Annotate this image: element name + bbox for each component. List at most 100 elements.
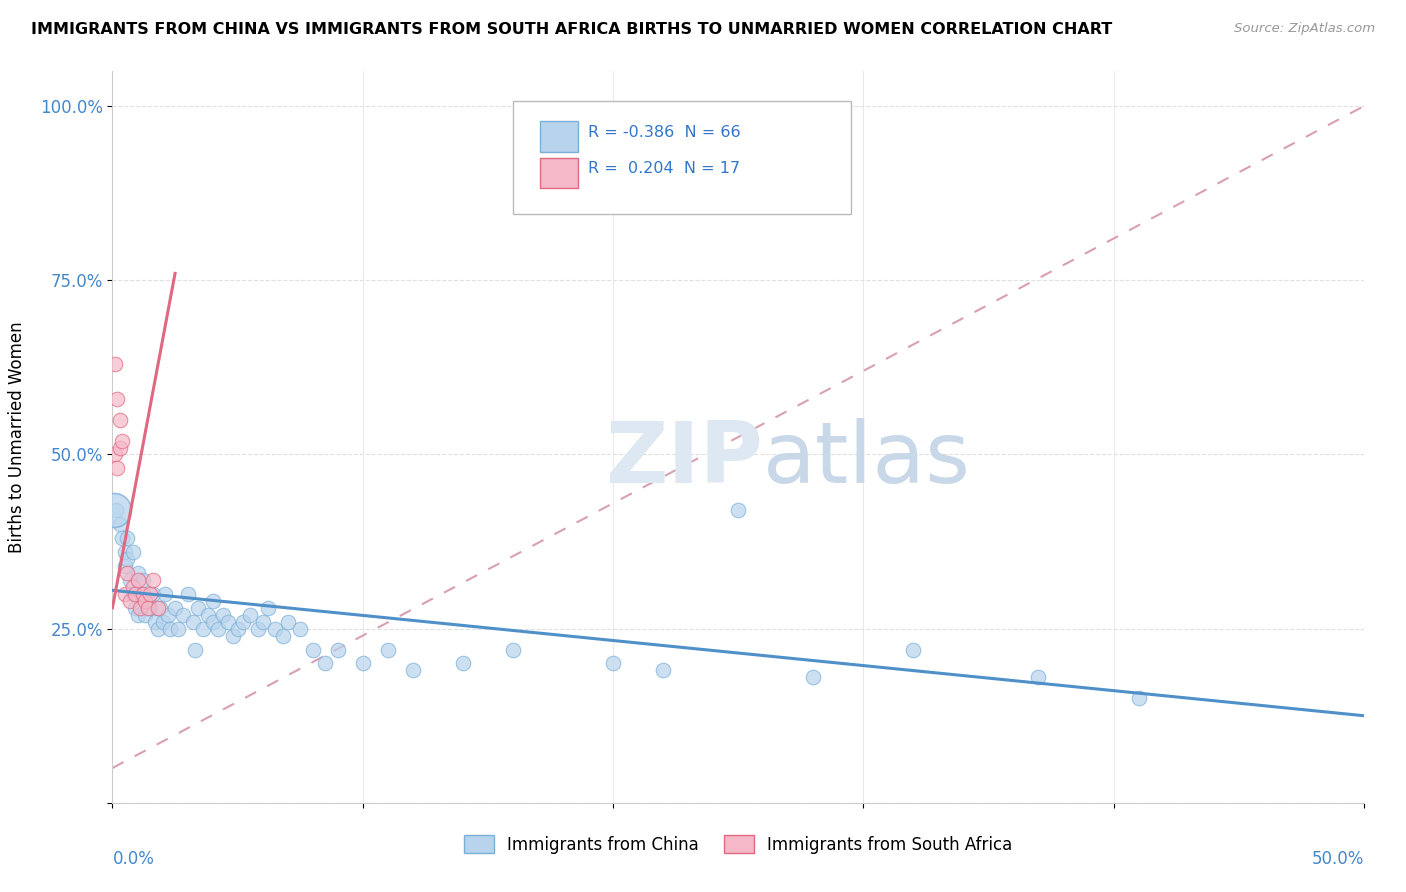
Point [141,573,163,587]
Point [124,587,146,601]
Bar [540,158,578,188]
Point [105,503,128,517]
Point [252,615,274,629]
Text: atlas: atlas [763,417,972,500]
Y-axis label: Births to Unmarried Women: Births to Unmarried Women [8,321,25,553]
Point [239,607,262,622]
Point [181,615,204,629]
Point [602,657,624,671]
Point [131,587,153,601]
Point [184,642,207,657]
Point [191,622,214,636]
Point [111,531,134,545]
Text: Source: ZipAtlas.com: Source: ZipAtlas.com [1234,22,1375,36]
Point [176,587,198,601]
Point [159,622,181,636]
Point [163,600,186,615]
Point [111,434,134,448]
Point [114,545,136,559]
Point [136,594,159,608]
Text: ZIP: ZIP [606,417,763,500]
Point [117,566,139,580]
Point [727,503,749,517]
Point [146,600,169,615]
Point [129,587,152,601]
Point [107,392,129,406]
Point [121,545,143,559]
Point [264,622,287,636]
Point [108,412,131,426]
Point [221,629,243,643]
Point [1028,670,1050,684]
Point [152,615,174,629]
Point [121,587,143,601]
Point [217,615,239,629]
Text: R = -0.386  N = 66: R = -0.386 N = 66 [588,125,741,139]
Point [129,600,152,615]
Point [402,664,425,678]
Point [107,461,129,475]
Point [197,607,219,622]
Point [211,607,233,622]
Point [127,566,149,580]
Point [134,607,156,622]
Point [127,573,149,587]
Text: R =  0.204  N = 17: R = 0.204 N = 17 [588,161,740,176]
Point [146,622,169,636]
Legend: Immigrants from China, Immigrants from South Africa: Immigrants from China, Immigrants from S… [457,829,1019,860]
Point [118,594,141,608]
Point [127,607,149,622]
Point [117,552,139,566]
Point [187,600,209,615]
Point [136,600,159,615]
Text: 0.0%: 0.0% [112,850,155,868]
Point [121,580,143,594]
Point [451,657,474,671]
Text: IMMIGRANTS FROM CHINA VS IMMIGRANTS FROM SOUTH AFRICA BIRTHS TO UNMARRIED WOMEN : IMMIGRANTS FROM CHINA VS IMMIGRANTS FROM… [31,22,1112,37]
Point [1128,691,1150,706]
Point [114,587,136,601]
Point [124,600,146,615]
Point [290,622,312,636]
Point [172,607,194,622]
Point [141,587,163,601]
Point [801,670,824,684]
Bar [540,121,578,152]
Point [118,573,141,587]
Point [108,441,131,455]
Point [377,642,399,657]
Point [207,622,229,636]
Point [256,600,278,615]
Point [166,622,188,636]
Point [314,657,336,671]
Point [143,615,166,629]
Point [502,642,524,657]
Point [149,600,172,615]
Point [117,531,139,545]
Point [271,629,294,643]
Point [903,642,925,657]
Point [277,615,299,629]
Point [201,594,224,608]
Point [226,622,249,636]
Point [301,642,323,657]
Point [131,573,153,587]
Point [153,587,176,601]
Point [134,594,156,608]
Point [104,357,127,371]
Point [246,622,269,636]
Point [114,558,136,573]
Text: 50.0%: 50.0% [1312,850,1364,868]
Point [139,600,162,615]
Point [104,448,127,462]
Point [326,642,349,657]
Point [352,657,374,671]
Point [232,615,254,629]
Point [652,664,675,678]
Point [139,587,162,601]
Point [108,517,131,532]
Point [201,615,224,629]
Point [156,607,179,622]
FancyBboxPatch shape [513,101,851,214]
Point [103,503,125,517]
